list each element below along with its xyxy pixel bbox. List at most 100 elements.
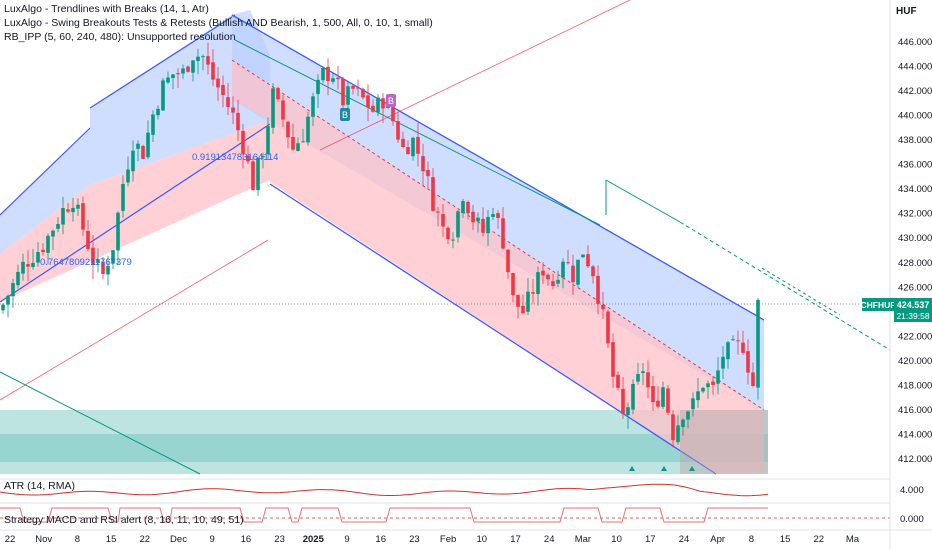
candle-body xyxy=(6,295,10,305)
candle-body xyxy=(136,143,140,149)
legend-strategy[interactable]: Strategy MACD and RSI alert (8, 16, 11, … xyxy=(4,514,244,526)
breakout-marker-bearish xyxy=(386,94,396,107)
time-tick: Feb xyxy=(440,534,456,545)
green-trendline-left xyxy=(0,371,201,475)
candle-body xyxy=(451,239,455,241)
candle-body xyxy=(601,304,605,310)
candle-body xyxy=(391,105,395,122)
time-tick: 8 xyxy=(749,534,754,545)
candle-body xyxy=(231,107,235,113)
candle-body xyxy=(586,254,590,267)
demand-zone-inner xyxy=(0,434,768,462)
candle-body xyxy=(756,299,760,388)
candle-body xyxy=(261,156,265,158)
candle-body xyxy=(161,80,165,111)
candle-body xyxy=(366,95,370,108)
candle-body xyxy=(671,414,675,441)
time-tick: Nov xyxy=(35,534,52,545)
candle-body xyxy=(321,67,325,81)
candle-body xyxy=(396,121,400,140)
candle-body xyxy=(176,73,180,75)
candle-body xyxy=(606,311,610,344)
price-tick: 420.000 xyxy=(898,356,932,367)
candle-body xyxy=(16,271,20,286)
candle-body xyxy=(426,169,430,177)
candle-body xyxy=(156,108,160,116)
candle-body xyxy=(371,105,375,112)
candle-body xyxy=(56,224,60,229)
candle-body xyxy=(696,391,700,401)
time-tick: 17 xyxy=(510,534,521,545)
price-tick: 430.000 xyxy=(898,233,932,244)
price-tick: 436.000 xyxy=(898,160,932,171)
candle-body xyxy=(91,247,95,265)
candle-body xyxy=(666,388,670,413)
price-tick: 418.000 xyxy=(898,380,932,391)
price-tag: CHFHUF 424.537 21:39:58 xyxy=(861,298,932,322)
candle-body xyxy=(306,116,310,143)
legend-swing-breakouts[interactable]: LuxAlgo - Swing Breakouts Tests & Retest… xyxy=(4,17,433,29)
time-tick: 10 xyxy=(611,534,622,545)
candle-body xyxy=(96,259,100,264)
candle-body xyxy=(716,370,720,384)
candle-body xyxy=(471,211,475,223)
legend-trendlines[interactable]: LuxAlgo - Trendlines with Breaks (14, 1,… xyxy=(4,3,209,15)
time-tick: 23 xyxy=(274,534,285,545)
candle-body xyxy=(336,77,340,80)
candle-body xyxy=(501,218,505,249)
time-axis[interactable]: 22 Nov 8 15 22 Dec 9 16 23 2025 9 16 23 Feb 10 17 24 Mar 1… xyxy=(0,529,932,545)
price-tick: 428.000 xyxy=(898,258,932,269)
candle-body xyxy=(61,208,65,225)
rising-channel xyxy=(0,10,271,303)
candle-body xyxy=(446,227,450,240)
candle-body xyxy=(526,291,530,312)
candle-body xyxy=(681,419,685,428)
candle-body xyxy=(271,88,275,128)
candle-body xyxy=(406,147,410,155)
candle-body xyxy=(576,259,580,285)
candle-body xyxy=(531,292,535,294)
candle-body xyxy=(311,96,315,117)
strategy-pane xyxy=(0,502,890,523)
legend-atr[interactable]: ATR (14, RMA) xyxy=(4,480,75,492)
candle-body xyxy=(251,161,255,191)
currency-label: HUF xyxy=(896,6,917,17)
candle-body xyxy=(461,201,465,214)
candle-body xyxy=(746,351,750,373)
candle-body xyxy=(326,66,330,82)
candle-body xyxy=(351,85,355,89)
candle-body xyxy=(656,400,660,407)
time-tick: Mar xyxy=(575,534,591,545)
overlap-zone xyxy=(680,410,768,474)
time-tick: 8 xyxy=(75,534,80,545)
symbol-label: CHFHUF xyxy=(861,300,896,310)
price-tick: 432.000 xyxy=(898,209,932,220)
candle-body xyxy=(751,372,755,386)
time-tick: 16 xyxy=(375,534,386,545)
candle-body xyxy=(346,86,350,105)
price-tick: 416.000 xyxy=(898,405,932,416)
legend-rb-ipp[interactable]: RB_IPP (5, 60, 240, 480): Unsupported re… xyxy=(4,31,236,43)
retest-markers xyxy=(629,466,695,471)
fib-label-upper: 0.919134783164114 xyxy=(192,152,278,163)
candle-body xyxy=(496,213,500,219)
descending-channel-lower-line xyxy=(269,183,717,475)
candle-body xyxy=(641,371,645,374)
candle-body xyxy=(66,209,70,212)
breakout-marker-bullish xyxy=(340,108,350,121)
atr-line xyxy=(0,483,769,497)
candle-body xyxy=(466,201,470,214)
candle-body xyxy=(541,270,545,276)
red-trendline-lower xyxy=(0,239,269,401)
green-trendline-projection xyxy=(679,221,891,351)
atr-pane xyxy=(0,478,890,497)
candle-body xyxy=(486,216,490,234)
candle-body xyxy=(146,132,150,158)
candles xyxy=(1,42,760,448)
candle-body xyxy=(1,304,5,311)
candle-body xyxy=(356,87,360,89)
candle-body xyxy=(121,183,125,211)
candle-body xyxy=(31,262,35,267)
candle-body xyxy=(581,254,585,258)
